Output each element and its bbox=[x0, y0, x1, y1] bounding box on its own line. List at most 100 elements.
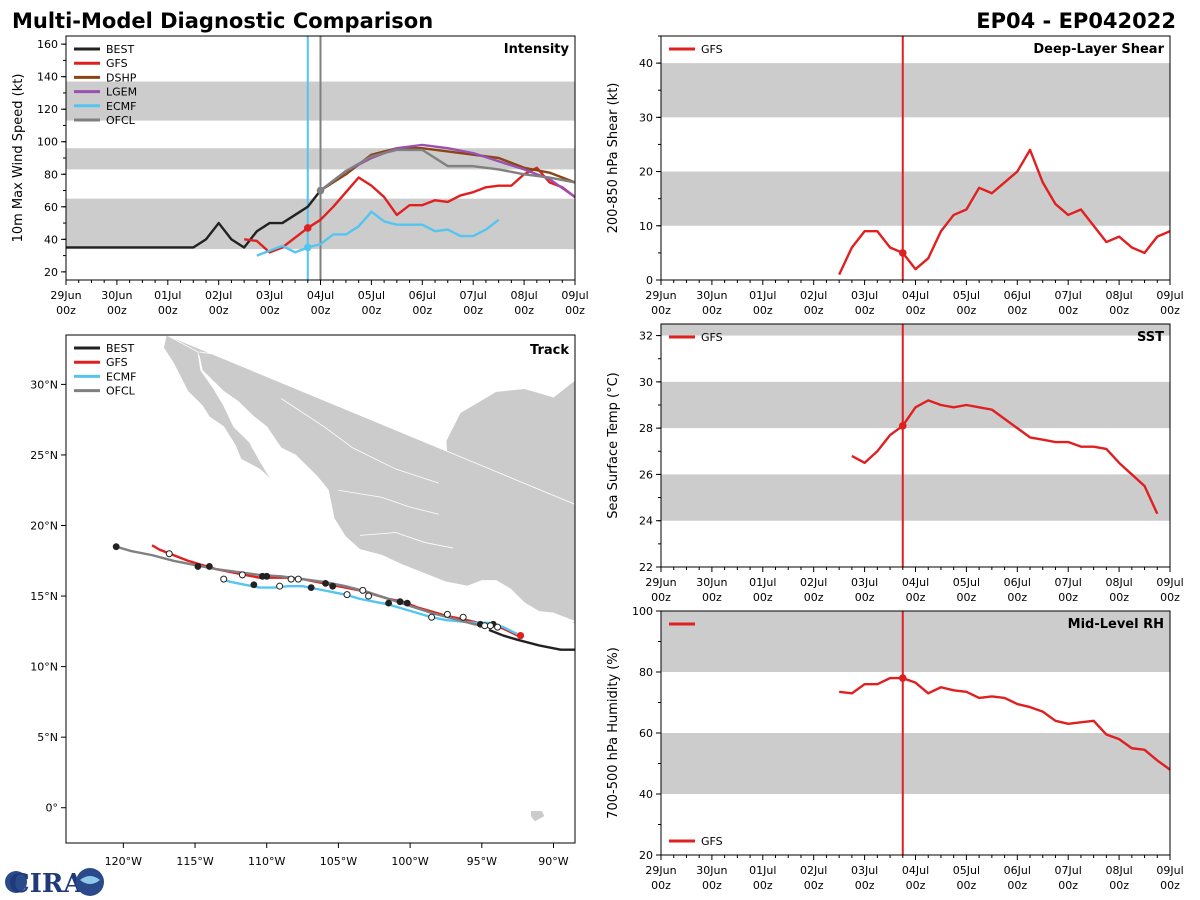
intensity-ytick-label: 100 bbox=[37, 136, 58, 149]
rh-band-0 bbox=[661, 733, 1170, 794]
intensity-xtick-hour: 00z bbox=[362, 304, 382, 317]
state-border-0 bbox=[323, 362, 404, 413]
intensity-xtick-date: 06Jul bbox=[409, 289, 436, 302]
shear-xtick-hour: 00z bbox=[1058, 304, 1078, 317]
land-galapagos bbox=[530, 810, 546, 823]
cira-logo-text: CIRA bbox=[9, 869, 84, 899]
sst-xtick-hour: 00z bbox=[957, 591, 977, 604]
track-ytick-label: 15°N bbox=[30, 590, 58, 603]
intensity-xtick-hour: 00z bbox=[56, 304, 76, 317]
track-position-filled bbox=[385, 599, 393, 607]
intensity-series-ecmf bbox=[256, 210, 500, 257]
sst-band-2 bbox=[661, 324, 1170, 336]
intensity-legend-label: LGEM bbox=[106, 86, 137, 99]
sst-ytick-label: 22 bbox=[639, 561, 653, 574]
sst-xtick-hour: 00z bbox=[1109, 591, 1129, 604]
rh-marker-gfs bbox=[898, 674, 907, 682]
shear-legend-label: GFS bbox=[701, 43, 723, 56]
shear-xtick-date: 30Jun bbox=[696, 289, 727, 302]
sst-xtick-date: 09Jul bbox=[1156, 576, 1183, 589]
sst-xtick-hour: 00z bbox=[855, 591, 875, 604]
intensity-ytick-label: 120 bbox=[37, 103, 58, 116]
intensity-xtick-date: 05Jul bbox=[358, 289, 385, 302]
cira-logo-globe-icon bbox=[5, 871, 27, 893]
track-position-open bbox=[220, 575, 228, 583]
track-ytick-label: 30°N bbox=[30, 378, 58, 391]
track-position-open bbox=[287, 575, 295, 583]
shear-ytick-label: 10 bbox=[639, 220, 653, 233]
intensity-marker-ecmf bbox=[303, 243, 312, 252]
shear-title: Deep-Layer Shear bbox=[1033, 42, 1164, 57]
track-land bbox=[163, 335, 575, 823]
cira-logo: CIRA bbox=[5, 868, 104, 899]
cira-logo-swirl-icon bbox=[80, 876, 100, 884]
shear-xtick-hour: 00z bbox=[702, 304, 722, 317]
shear-xtick-hour: 00z bbox=[906, 304, 926, 317]
track-ytick-label: 20°N bbox=[30, 520, 58, 533]
track-position-open bbox=[238, 571, 246, 579]
track-lines bbox=[112, 543, 575, 651]
intensity-marker-ofcl bbox=[316, 186, 325, 195]
shear-xtick-hour: 00z bbox=[804, 304, 824, 317]
sst-ylabel: Sea Surface Temp (°C) bbox=[606, 372, 621, 519]
track-position-open bbox=[359, 586, 367, 594]
track-legend-label: GFS bbox=[106, 356, 128, 369]
shear-band-1 bbox=[661, 63, 1170, 118]
rh-title: Mid-Level RH bbox=[1068, 617, 1164, 632]
sst-xtick-hour: 00z bbox=[1160, 591, 1180, 604]
intensity-legend-label: OFCL bbox=[106, 114, 136, 127]
intensity-series-ofcl bbox=[319, 148, 575, 192]
intensity-xtick-date: 29Jun bbox=[50, 289, 81, 302]
intensity-xtick-date: 07Jul bbox=[460, 289, 487, 302]
storm-id: EP04 - EP042022 bbox=[976, 9, 1176, 33]
track-series-ecmf bbox=[220, 577, 519, 636]
rh-xtick-hour: 00z bbox=[753, 879, 773, 892]
intensity-xtick-hour: 00z bbox=[209, 304, 229, 317]
rh-xtick-hour: 00z bbox=[906, 879, 926, 892]
shear-band-0 bbox=[661, 171, 1170, 226]
track-series-ofcl bbox=[115, 545, 490, 629]
land-baja-california bbox=[163, 335, 275, 483]
state-border-2 bbox=[338, 489, 439, 515]
rh-xtick-date: 01Jul bbox=[749, 864, 776, 877]
intensity-ylabel: 10m Max Wind Speed (kt) bbox=[11, 74, 26, 243]
sst-xtick-date: 01Jul bbox=[749, 576, 776, 589]
sst-xtick-date: 03Jul bbox=[851, 576, 878, 589]
track-position-filled bbox=[307, 584, 315, 591]
shear-ylabel: 200-850 hPa Shear (kt) bbox=[606, 83, 621, 234]
rh-xtick-date: 30Jun bbox=[696, 864, 727, 877]
main-title: Multi-Model Diagnostic Comparison bbox=[12, 9, 433, 33]
shear-xtick-hour: 00z bbox=[1109, 304, 1129, 317]
track-xtick-label: 105°W bbox=[320, 855, 357, 868]
track-position-filled bbox=[112, 543, 120, 551]
rh-xtick-hour: 00z bbox=[702, 879, 722, 892]
track-legend-label: OFCL bbox=[106, 385, 136, 398]
rh-xtick-date: 05Jul bbox=[953, 864, 980, 877]
track-position-filled bbox=[396, 598, 404, 606]
sst-ytick-label: 30 bbox=[639, 376, 653, 389]
shear-xtick-hour: 00z bbox=[753, 304, 773, 317]
intensity-marker-gfs bbox=[303, 224, 312, 232]
rh-xtick-date: 09Jul bbox=[1156, 864, 1183, 877]
intensity-ytick-label: 160 bbox=[37, 38, 58, 51]
sst-xtick-hour: 00z bbox=[651, 591, 671, 604]
sst-marker-gfs bbox=[898, 422, 907, 430]
shear-xtick-date: 03Jul bbox=[851, 289, 878, 302]
track-series-best bbox=[488, 628, 575, 651]
intensity-legend-label: GFS bbox=[106, 57, 128, 70]
sst-band-0 bbox=[661, 474, 1170, 521]
shear-panel: 0 10 20 30 40 29Jun 00z 30Jun 00z 01Jul 00z 02Jul 00… bbox=[606, 35, 1184, 317]
track-position-open bbox=[294, 575, 302, 583]
rh-xtick-hour: 00z bbox=[1007, 879, 1027, 892]
shear-xtick-hour: 00z bbox=[855, 304, 875, 317]
track-position-open bbox=[459, 613, 467, 621]
sst-band-1 bbox=[661, 381, 1170, 429]
sst-title: SST bbox=[1137, 330, 1164, 345]
track-xtick-label: 100°W bbox=[391, 855, 428, 868]
rh-xtick-date: 02Jul bbox=[800, 864, 827, 877]
track-xtick-label: 95°W bbox=[467, 855, 497, 868]
sst-xtick-date: 07Jul bbox=[1055, 576, 1082, 589]
shear-xtick-date: 07Jul bbox=[1055, 289, 1082, 302]
sst-ytick-label: 26 bbox=[639, 468, 653, 481]
